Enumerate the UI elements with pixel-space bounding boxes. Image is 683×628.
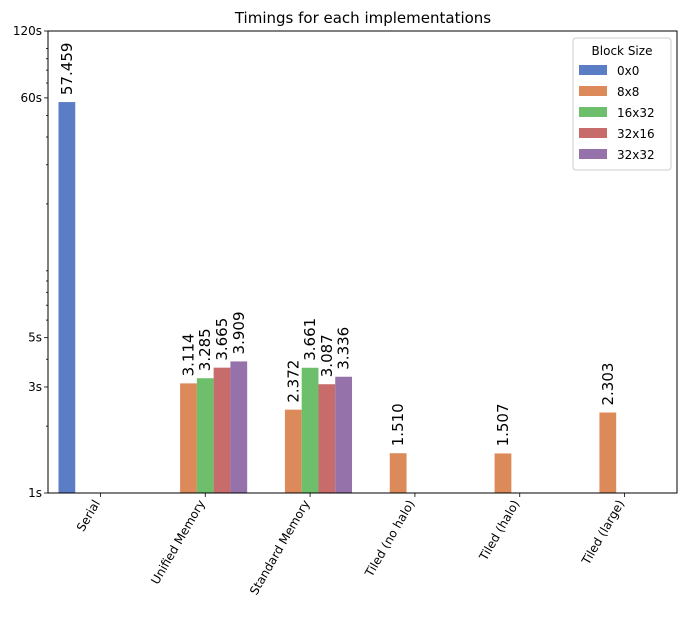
bar (180, 383, 197, 493)
bar (494, 453, 512, 493)
data-label: 3.087 (318, 334, 336, 377)
y-tick-label: 5s (28, 331, 42, 345)
y-tick-label: 3s (28, 380, 42, 394)
y-tick-label: 1s (28, 486, 42, 500)
bar (301, 367, 319, 493)
bar (284, 409, 302, 493)
chart-title: Timings for each implementations (234, 9, 491, 27)
bar (213, 367, 231, 493)
bar (58, 102, 76, 494)
x-tick-label: Tiled (no halo) (362, 498, 418, 581)
bar (196, 378, 214, 493)
data-label: 3.336 (335, 327, 353, 370)
bar (230, 361, 248, 493)
data-label: 3.114 (179, 333, 197, 376)
legend-swatch (579, 149, 607, 159)
legend-swatch (579, 86, 607, 96)
x-tick-label: Unified Memory (148, 498, 208, 587)
data-label: 3.661 (301, 318, 319, 361)
plot-frame (47, 30, 678, 494)
legend-swatch (579, 107, 607, 117)
legend-entry: 32x32 (617, 148, 655, 162)
data-label: 57.459 (58, 43, 76, 96)
legend-entry: 16x32 (617, 106, 655, 120)
legend: Block Size 0x0 8x8 16x32 32x16 32x32 (572, 37, 672, 171)
legend-entry: 0x0 (617, 64, 639, 78)
x-tick-label: Standard Memory (247, 498, 313, 598)
x-tick-label: Serial (74, 498, 103, 534)
data-label: 1.510 (389, 403, 407, 446)
data-label: 3.909 (230, 311, 248, 354)
data-label: 1.507 (494, 403, 512, 446)
bar (599, 412, 617, 493)
data-label: 3.285 (196, 328, 214, 371)
y-tick-label: 60s (20, 91, 42, 105)
x-tick-label: Tiled (halo) (476, 498, 522, 564)
bar (389, 453, 407, 493)
data-label: 2.372 (284, 360, 302, 403)
y-tick-label: 120s (13, 24, 42, 38)
data-label: 3.665 (213, 318, 231, 361)
legend-title: Block Size (592, 44, 653, 58)
bar (335, 376, 353, 493)
x-tick-label: Tiled (large) (578, 498, 627, 568)
legend-swatch (579, 65, 607, 75)
legend-entry: 8x8 (617, 85, 639, 99)
bar (318, 384, 336, 493)
data-label: 2.303 (599, 363, 617, 406)
legend-swatch (579, 128, 607, 138)
legend-entry: 32x16 (617, 127, 655, 141)
